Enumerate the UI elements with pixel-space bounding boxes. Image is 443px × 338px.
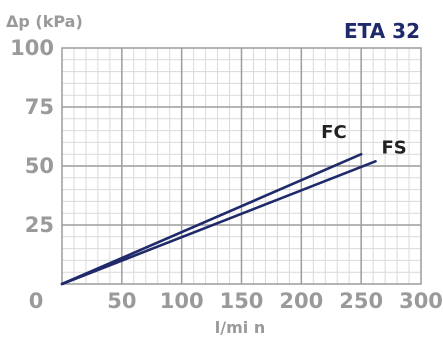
y-tick-label: 50 xyxy=(25,154,54,178)
x-tick-label: 200 xyxy=(279,289,323,313)
series-label-fs: FS xyxy=(382,137,407,158)
x-tick-label: 50 xyxy=(107,289,136,313)
y-tick-label: 75 xyxy=(25,95,54,119)
series-lines xyxy=(60,152,377,286)
x-tick-label: 100 xyxy=(160,289,204,313)
x-tick-label: 250 xyxy=(339,289,383,313)
x-tick-label: 300 xyxy=(399,289,443,313)
chart-title: ETA 32 xyxy=(344,19,420,43)
y-axis-label: Δp (kPa) xyxy=(6,12,83,31)
series-label-fc: FC xyxy=(321,122,347,143)
series-labels: FC FS xyxy=(321,122,407,158)
plot-border xyxy=(61,47,422,285)
x-axis-label: l/mi n xyxy=(215,318,265,337)
x-tick-label: 0 xyxy=(29,289,44,313)
x-axis-ticks: 0 50 100 150 200 250 300 xyxy=(29,289,443,313)
y-axis-ticks: 25 50 75 100 xyxy=(10,36,54,237)
x-tick-label: 150 xyxy=(220,289,264,313)
series-line-fs xyxy=(60,160,377,286)
y-tick-label: 100 xyxy=(10,36,54,60)
y-tick-label: 25 xyxy=(25,213,54,237)
series-line-fc xyxy=(60,152,363,286)
